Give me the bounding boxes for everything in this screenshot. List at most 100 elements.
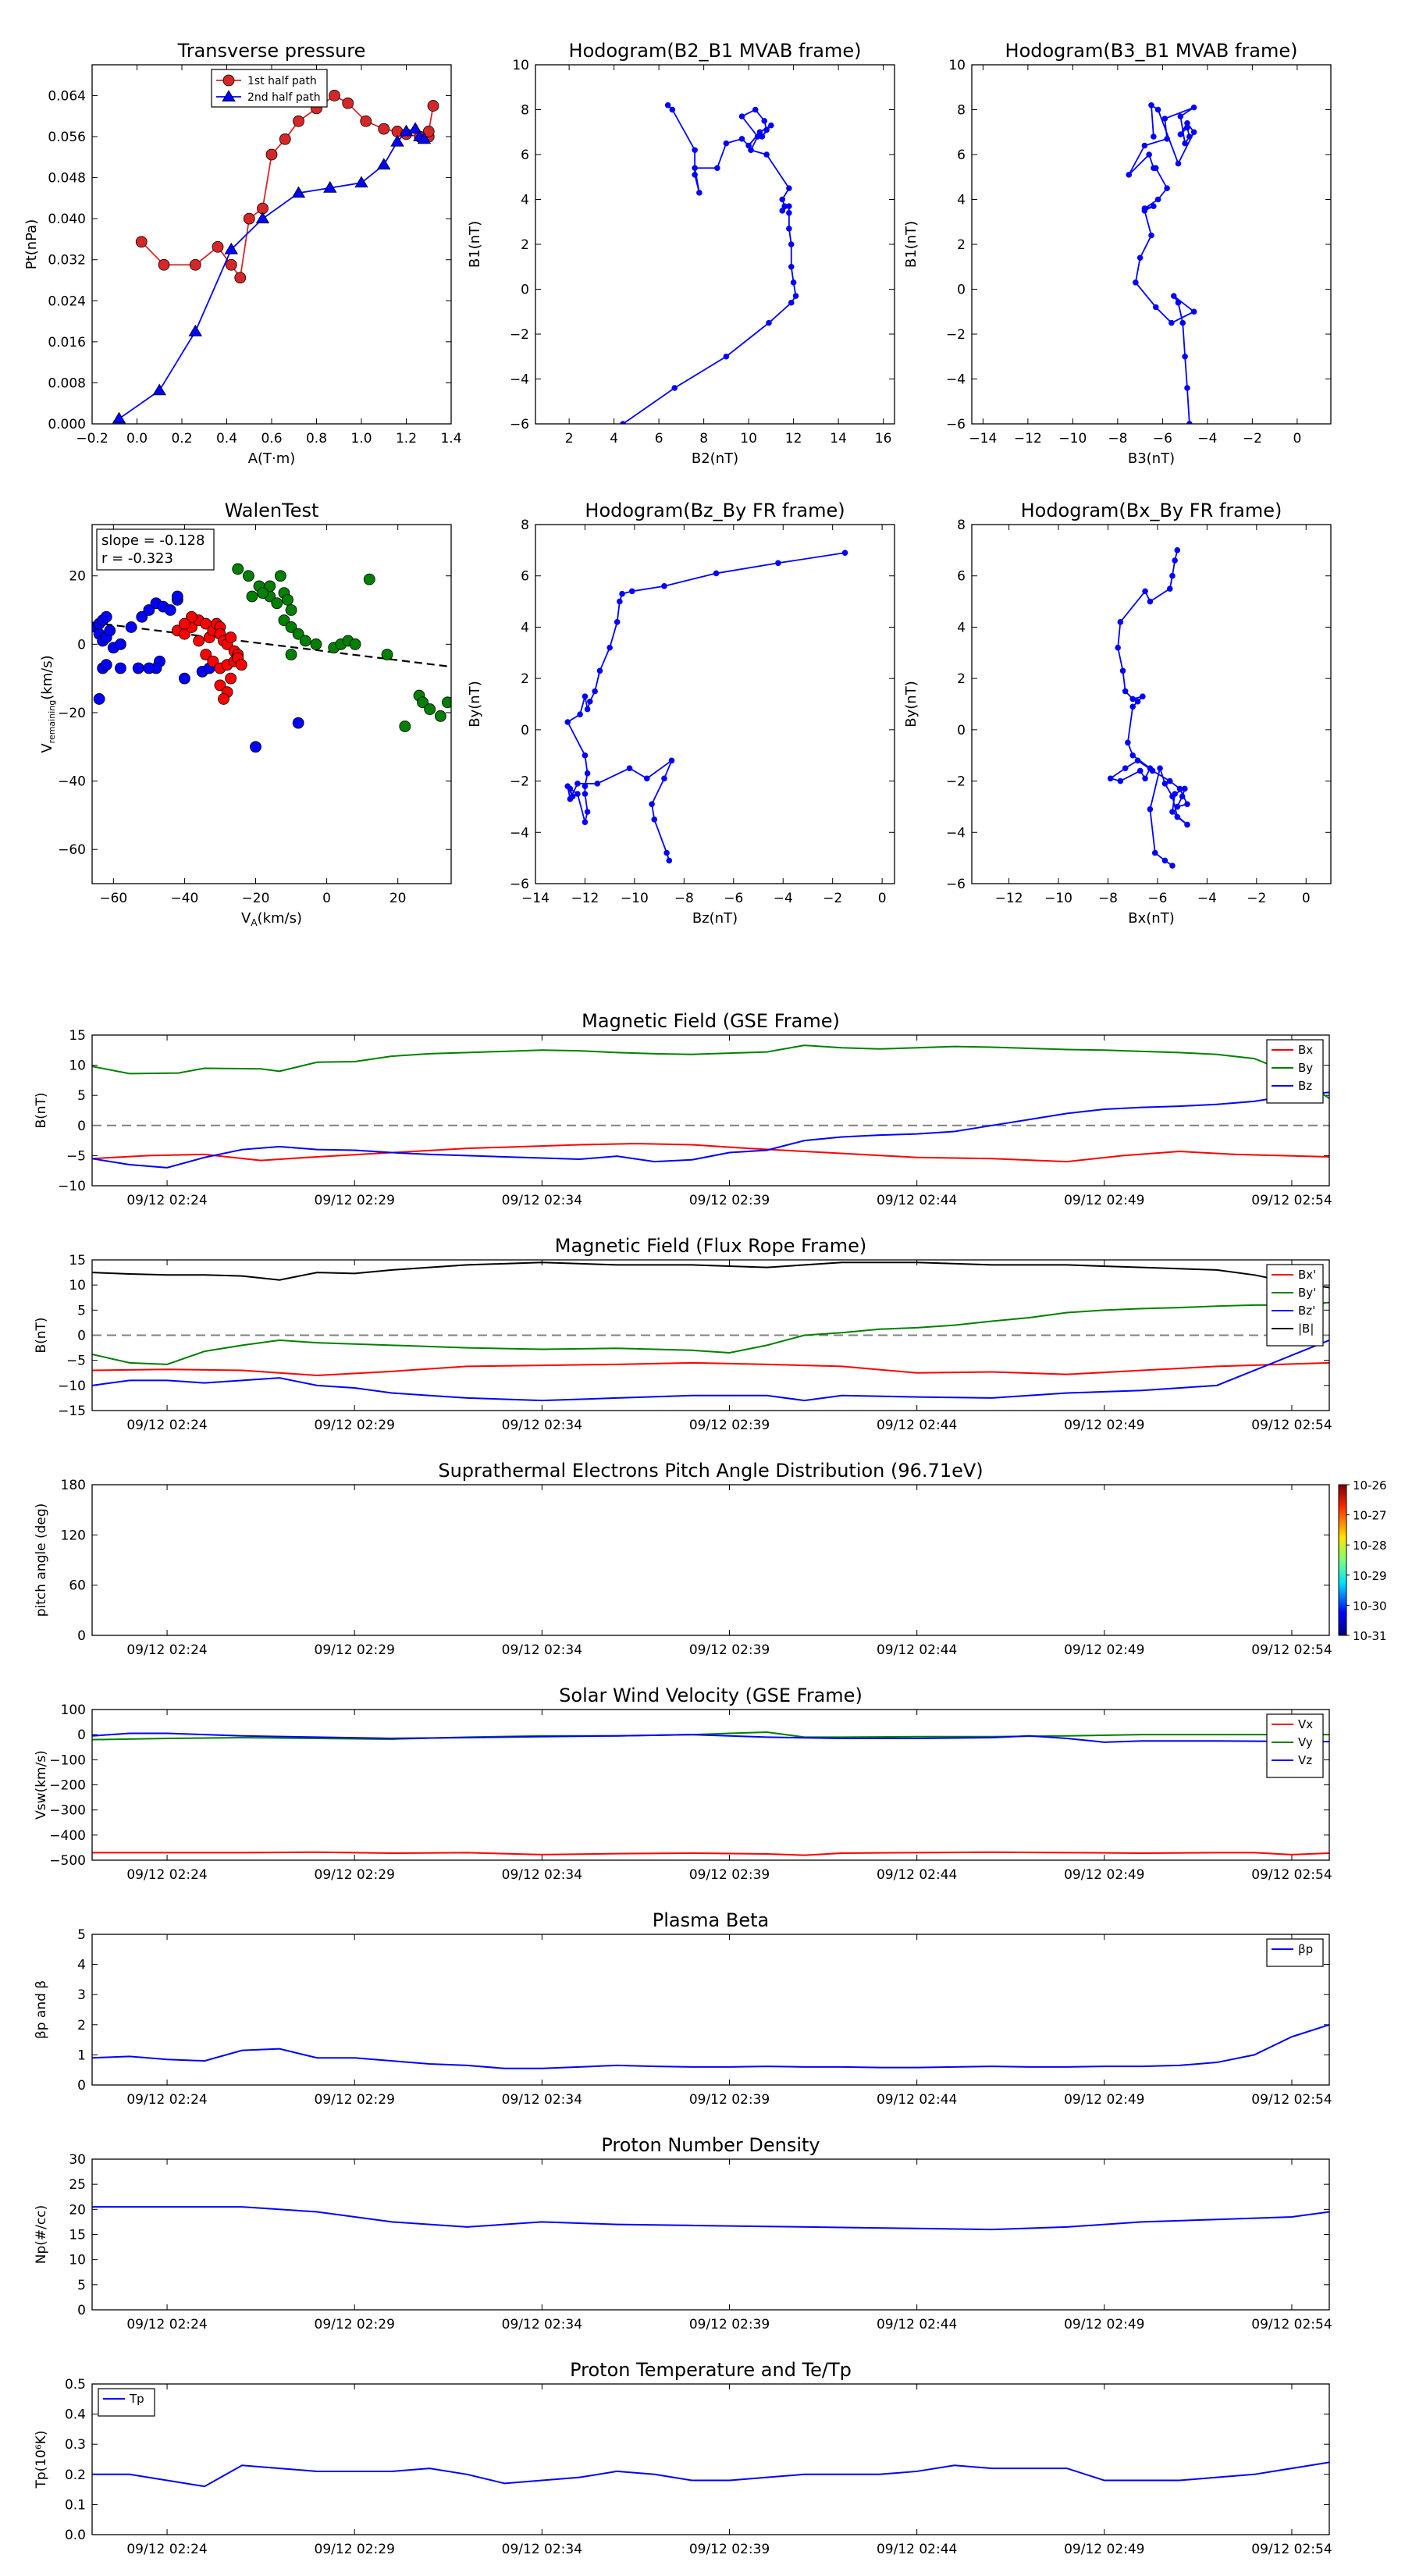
data-point-0	[1184, 385, 1190, 391]
data-point-0	[1119, 667, 1126, 674]
data-point-0	[1107, 775, 1114, 782]
data-point-0	[628, 588, 635, 595]
data-point-0	[1174, 547, 1181, 553]
y-tick-label: 0.064	[48, 88, 86, 104]
data-point-0	[189, 258, 201, 271]
data-point-0	[179, 672, 190, 685]
y-axis-label: Vsw(km/s)	[34, 1750, 49, 1820]
data-point-0	[1157, 765, 1163, 771]
x-tick-label: −12	[995, 891, 1023, 906]
y-tick-label: 0.024	[48, 294, 86, 309]
legend-label-2: Vz	[1298, 1753, 1312, 1767]
series-line-0	[92, 1142, 1329, 1163]
y-tick-label: −200	[49, 1778, 86, 1794]
data-point-0	[661, 775, 667, 782]
y-tick-label: 0	[77, 1727, 86, 1743]
y-tick-label: 0.5	[65, 2377, 86, 2393]
data-point-2	[271, 597, 283, 610]
data-point-0	[582, 752, 589, 759]
data-point-0	[606, 644, 613, 651]
y-tick-label: 0.0	[65, 2528, 86, 2543]
chart-title: Hodogram(Bz_By FR frame)	[585, 500, 845, 521]
data-point-0	[1148, 101, 1154, 109]
data-point-0	[164, 604, 176, 616]
data-point-0	[661, 583, 667, 589]
x-tick-label: 09/12 02:24	[126, 1193, 207, 1208]
x-tick-label: 09/12 02:39	[689, 1193, 770, 1208]
data-point-0	[265, 148, 278, 161]
y-tick-label: 2	[521, 671, 529, 687]
data-point-0	[617, 598, 623, 605]
data-point-2	[232, 563, 244, 575]
y-axis-label: Pt(nPa)	[23, 219, 40, 269]
data-point-2	[310, 638, 322, 650]
y-tick-label: 0	[521, 723, 529, 738]
legend-marker-1	[222, 90, 236, 102]
data-point-1	[235, 659, 247, 671]
data-point-0	[1154, 196, 1161, 203]
data-point-0	[1129, 703, 1136, 710]
legend-label-0: βp	[1298, 1942, 1313, 1956]
legend-label-2: Bz	[1298, 1079, 1312, 1093]
data-point-0	[1122, 688, 1129, 695]
x-tick-label: 09/12 02:34	[502, 2317, 582, 2332]
y-tick-label: −400	[49, 1828, 86, 1844]
data-point-0	[713, 570, 720, 577]
y-axis-label: By(nT)	[467, 681, 483, 727]
y-tick-label: 2	[77, 2018, 86, 2033]
plot-frame	[971, 64, 1332, 425]
y-tick-label: −20	[58, 706, 86, 721]
data-point-0	[594, 781, 601, 787]
series-line-0	[92, 2206, 1329, 2231]
x-tick-label: −2	[823, 891, 842, 906]
data-point-0	[212, 240, 224, 253]
plot-frame	[91, 1709, 1330, 1861]
x-tick-label: −6	[1153, 431, 1172, 447]
legend: βp	[1266, 1938, 1324, 1967]
data-point-0	[790, 279, 797, 286]
data-point-0	[125, 621, 137, 633]
y-tick-label: 4	[957, 620, 966, 635]
data-point-0	[592, 688, 598, 695]
data-point-0	[582, 693, 589, 699]
x-tick-label: −6	[1147, 891, 1167, 906]
x-tick-label: 09/12 02:49	[1064, 2092, 1144, 2108]
data-point-0	[1182, 353, 1188, 360]
data-point-0	[1161, 116, 1168, 122]
x-tick-label: −14	[969, 431, 997, 447]
x-tick-label: 09/12 02:34	[502, 2542, 582, 2557]
x-tick-label: 09/12 02:54	[1251, 1418, 1332, 1433]
y-tick-label: 0	[957, 723, 966, 738]
y-tick-label: 10	[69, 1278, 86, 1293]
y-tick-label: 5	[77, 1303, 86, 1318]
y-tick-label: −4	[946, 825, 966, 841]
colorbar-tick-label: 10-30	[1353, 1599, 1387, 1613]
y-tick-label: 15	[69, 1253, 86, 1268]
data-point-1	[218, 693, 229, 705]
data-point-0	[1146, 151, 1152, 158]
x-tick-label: −4	[1197, 891, 1217, 906]
y-tick-label: −500	[49, 1853, 86, 1869]
series-line-2	[92, 1732, 1329, 1743]
series-line-1	[92, 1044, 1329, 1099]
data-point-0	[779, 196, 786, 203]
data-point-1	[408, 122, 422, 134]
colorbar: 10-26 10-27 10-28 10-29 10-30 10-31	[1338, 1478, 1387, 1643]
y-tick-label: 15	[69, 1028, 86, 1044]
x-tick-label: 0	[322, 891, 331, 906]
y-tick-label: 6	[521, 148, 529, 163]
legend-label-1: By	[1298, 1061, 1313, 1075]
x-tick-label: 09/12 02:29	[315, 1418, 395, 1433]
data-point-0	[360, 115, 372, 127]
x-tick-label: 0.8	[306, 431, 327, 447]
series-line-1	[118, 128, 425, 420]
data-point-1	[323, 180, 337, 193]
y-tick-label: −2	[510, 774, 529, 790]
data-point-1	[186, 610, 197, 623]
data-point-1	[354, 176, 368, 188]
x-tick-label: 09/12 02:29	[315, 1193, 395, 1208]
data-point-0	[158, 258, 170, 271]
chart-title: Hodogram(B2_B1 MVAB frame)	[569, 40, 862, 62]
series-0	[1126, 101, 1197, 424]
